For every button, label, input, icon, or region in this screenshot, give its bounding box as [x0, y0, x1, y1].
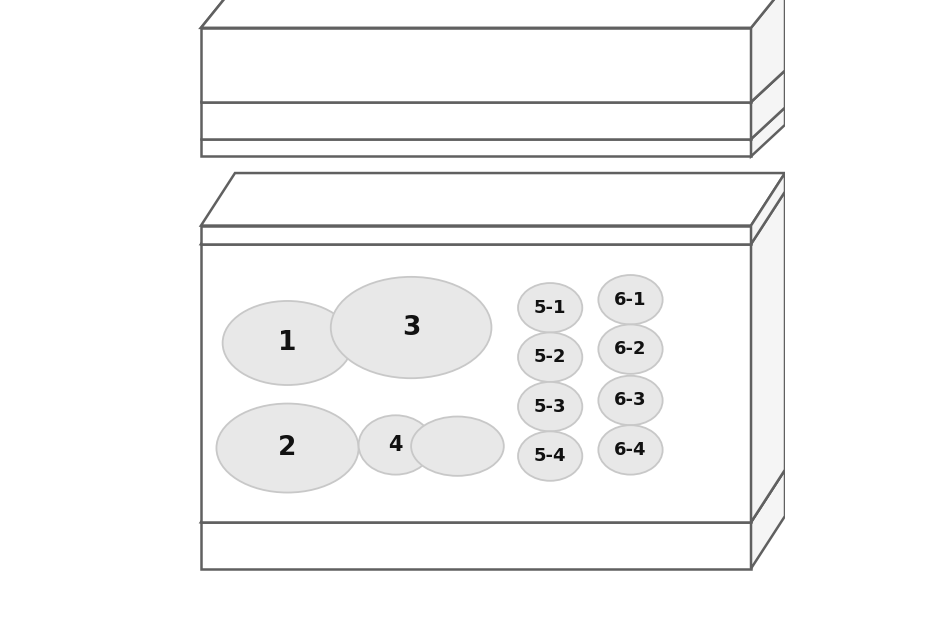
- Text: 5-1: 5-1: [534, 298, 566, 317]
- Polygon shape: [201, 0, 785, 28]
- Polygon shape: [201, 226, 751, 244]
- Polygon shape: [751, 0, 785, 102]
- Text: 5-4: 5-4: [534, 447, 566, 465]
- Text: 5-2: 5-2: [534, 348, 566, 366]
- Ellipse shape: [518, 332, 583, 382]
- Polygon shape: [201, 70, 785, 102]
- Ellipse shape: [223, 301, 352, 385]
- Polygon shape: [201, 139, 751, 156]
- Ellipse shape: [599, 425, 663, 475]
- Text: 3: 3: [402, 315, 420, 341]
- Polygon shape: [201, 0, 785, 28]
- Polygon shape: [201, 102, 751, 139]
- Text: 1: 1: [278, 330, 297, 356]
- Polygon shape: [201, 173, 785, 226]
- Text: 5-3: 5-3: [534, 397, 566, 416]
- Ellipse shape: [411, 417, 504, 476]
- Text: 6-1: 6-1: [614, 290, 646, 309]
- Polygon shape: [751, 192, 785, 522]
- Polygon shape: [201, 28, 751, 102]
- Ellipse shape: [359, 415, 433, 475]
- Ellipse shape: [518, 382, 583, 431]
- Ellipse shape: [599, 324, 663, 374]
- Polygon shape: [201, 192, 785, 244]
- Ellipse shape: [599, 275, 663, 324]
- Polygon shape: [201, 244, 751, 522]
- Text: 4: 4: [388, 435, 403, 455]
- Ellipse shape: [518, 283, 583, 332]
- Ellipse shape: [330, 277, 491, 378]
- Polygon shape: [751, 70, 785, 139]
- Ellipse shape: [518, 431, 583, 481]
- Polygon shape: [201, 522, 751, 569]
- Polygon shape: [751, 173, 785, 244]
- Text: 2: 2: [278, 435, 297, 461]
- Ellipse shape: [216, 404, 359, 493]
- Ellipse shape: [599, 376, 663, 425]
- Text: 6-4: 6-4: [614, 441, 646, 459]
- Polygon shape: [201, 470, 785, 522]
- Text: 6-3: 6-3: [614, 391, 646, 410]
- Polygon shape: [751, 108, 785, 156]
- Polygon shape: [751, 470, 785, 569]
- Text: 6-2: 6-2: [614, 340, 646, 358]
